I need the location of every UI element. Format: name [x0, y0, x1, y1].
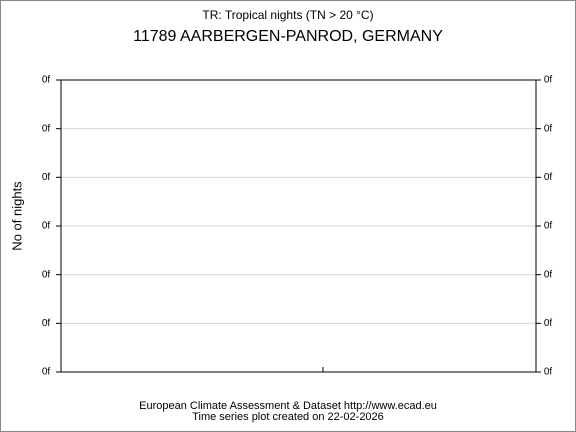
y2-tick-label: 0f — [544, 221, 553, 232]
y-tick-label: 0f — [42, 318, 51, 329]
y-tick-label: 0f — [42, 221, 51, 232]
y2-tick-label: 0f — [544, 318, 553, 329]
chart-subtitle: 11789 AARBERGEN-PANROD, GERMANY — [133, 28, 443, 45]
footer-line: Time series plot created on 22-02-2026 — [192, 411, 384, 423]
footer-line: European Climate Assessment & Dataset ht… — [139, 400, 437, 412]
chart-title: TR: Tropical nights (TN > 20 °C) — [202, 8, 373, 22]
y-axis-label: No of nights — [9, 181, 24, 251]
y-tick-label: 0f — [42, 123, 51, 134]
y-tick-label: 0f — [42, 269, 51, 280]
y-tick-label: 0f — [42, 172, 51, 183]
y-tick-label: 0f — [42, 367, 51, 378]
y2-tick-label: 0f — [544, 269, 553, 280]
y2-tick-label: 0f — [544, 367, 553, 378]
y2-tick-label: 0f — [544, 123, 553, 134]
y-tick-label: 0f — [42, 75, 51, 86]
y2-tick-label: 0f — [544, 75, 553, 86]
plot-area — [60, 79, 537, 373]
y2-tick-label: 0f — [544, 172, 553, 183]
